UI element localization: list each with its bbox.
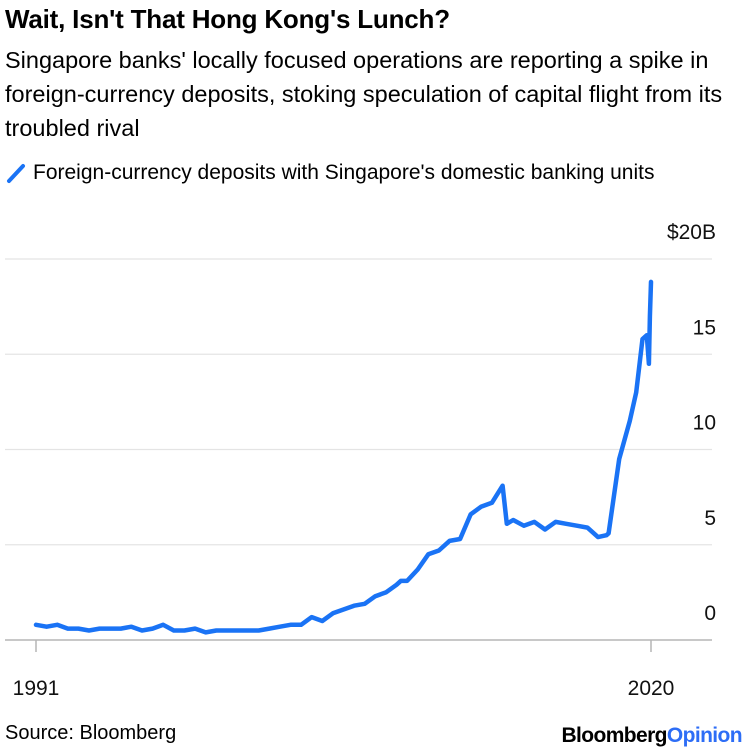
series-layer (33, 279, 654, 635)
y-tick-label: 5 (704, 507, 716, 530)
brand-logo-bloomberg: Bloomberg (561, 724, 667, 747)
legend-label: Foreign-currency deposits with Singapore… (33, 161, 655, 184)
y-tick-label: $20B (667, 221, 716, 244)
grid-lines (5, 258, 712, 641)
y-tick-label: 0 (704, 602, 716, 625)
source-note: Source: Bloomberg (5, 722, 177, 744)
legend: Foreign-currency deposits with Singapore… (5, 158, 745, 187)
y-axis-tick-labels: $20B 15 10 5 0 (667, 221, 716, 625)
brand-logo: BloombergOpinion (561, 724, 742, 748)
legend-swatch-icon (7, 164, 25, 184)
chart-title: Wait, Isn't That Hong Kong's Lunch? (5, 4, 450, 34)
x-tick-label: 1991 (13, 677, 60, 700)
x-axis-tick-labels: 1991 2020 (13, 640, 675, 700)
brand-logo-opinion: Opinion (666, 724, 743, 747)
y-tick-label: 10 (693, 412, 716, 435)
x-tick-label: 2020 (628, 677, 675, 700)
chart-subtitle: Singapore banks' locally focused operati… (5, 47, 723, 141)
y-tick-label: 15 (693, 316, 716, 339)
series-line-foreign-currency-deposits (33, 279, 654, 635)
